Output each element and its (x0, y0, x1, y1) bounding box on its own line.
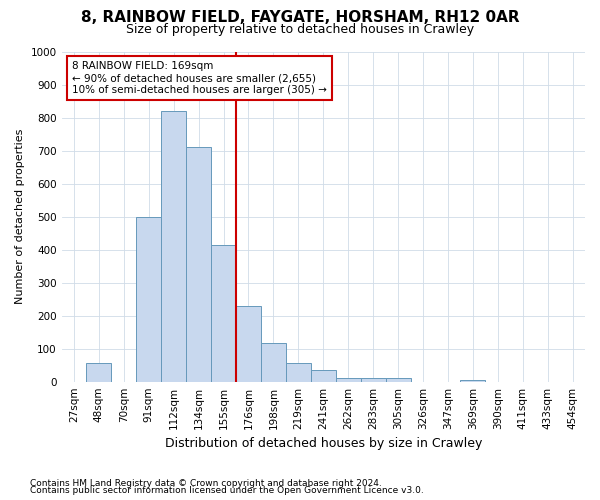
Bar (186, 148, 211, 382)
Bar (261, 342, 286, 382)
Bar (136, 216, 161, 382)
Bar (211, 244, 236, 382)
Bar (286, 363, 311, 382)
Bar (86, 363, 112, 382)
Bar (311, 370, 336, 382)
Bar (361, 378, 386, 382)
Bar (386, 378, 410, 382)
Text: Contains HM Land Registry data © Crown copyright and database right 2024.: Contains HM Land Registry data © Crown c… (30, 478, 382, 488)
Bar (161, 111, 186, 382)
Text: Contains public sector information licensed under the Open Government Licence v3: Contains public sector information licen… (30, 486, 424, 495)
Bar (336, 378, 361, 382)
Text: 8 RAINBOW FIELD: 169sqm
← 90% of detached houses are smaller (2,655)
10% of semi: 8 RAINBOW FIELD: 169sqm ← 90% of detache… (72, 62, 327, 94)
Text: Size of property relative to detached houses in Crawley: Size of property relative to detached ho… (126, 22, 474, 36)
Y-axis label: Number of detached properties: Number of detached properties (15, 129, 25, 304)
Text: 8, RAINBOW FIELD, FAYGATE, HORSHAM, RH12 0AR: 8, RAINBOW FIELD, FAYGATE, HORSHAM, RH12… (80, 10, 520, 25)
Bar (236, 306, 261, 382)
Bar (460, 380, 485, 382)
X-axis label: Distribution of detached houses by size in Crawley: Distribution of detached houses by size … (164, 437, 482, 450)
